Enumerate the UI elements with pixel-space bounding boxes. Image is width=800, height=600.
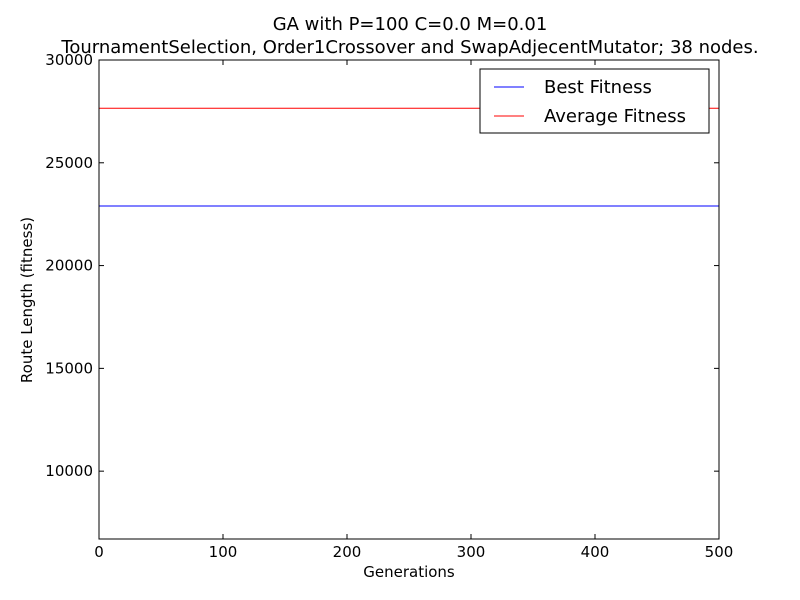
chart-title: GA with P=100 C=0.0 M=0.01 <box>273 14 548 35</box>
y-tick-label-0: 10000 <box>45 462 93 480</box>
y-tick-label-3: 25000 <box>45 154 93 172</box>
y-tick-label-1: 15000 <box>45 359 93 377</box>
x-tick-label-1: 100 <box>209 543 238 561</box>
legend-label-1: Average Fitness <box>544 106 686 127</box>
x-tick-label-3: 300 <box>457 543 486 561</box>
legend: Best Fitness Average Fitness <box>479 68 710 134</box>
axis-ticks: 0 100 200 300 400 500 10000 15000 20000 25000 3000… <box>45 51 733 561</box>
legend-label-0: Best Fitness <box>544 77 652 98</box>
x-tick-label-4: 400 <box>581 543 610 561</box>
x-tick-label-2: 200 <box>333 543 362 561</box>
chart-subtitle: TournamentSelection, Order1Crossover and… <box>60 37 758 58</box>
plot-area-frame <box>98 59 720 540</box>
x-axis-label: Generations <box>363 563 455 581</box>
y-tick-label-4: 30000 <box>45 51 93 69</box>
y-tick-label-2: 20000 <box>45 257 93 275</box>
legend-box <box>479 68 710 134</box>
y-axis-label: Route Length (fitness) <box>18 217 36 383</box>
x-tick-label-5: 500 <box>705 543 734 561</box>
x-tick-label-0: 0 <box>94 543 104 561</box>
